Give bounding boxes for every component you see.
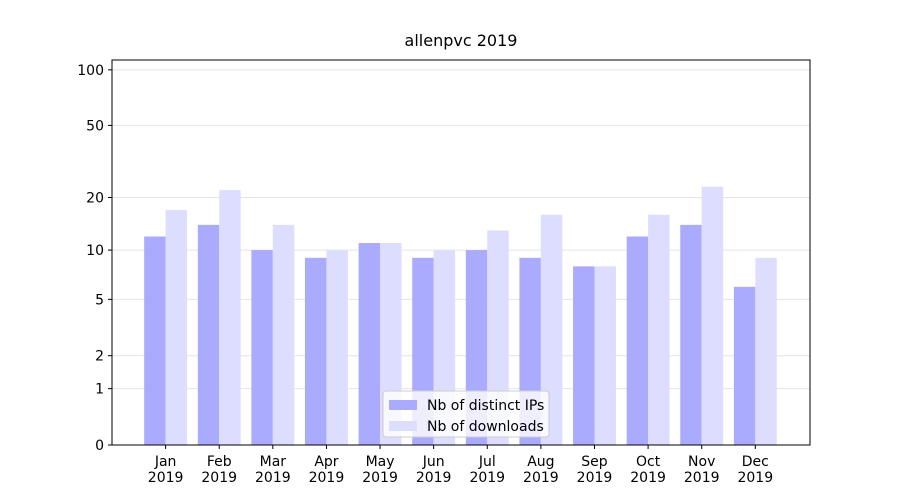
legend-swatch — [389, 421, 417, 431]
bar — [733, 286, 756, 445]
bar — [648, 214, 670, 445]
x-tick-label: Apr 2019 — [309, 454, 345, 486]
bar — [626, 236, 649, 445]
y-tick-label: 20 — [86, 191, 104, 207]
bar — [701, 186, 724, 446]
x-tick-label: Jan 2019 — [148, 454, 184, 486]
x-tick-label: Sep 2019 — [577, 454, 613, 486]
x-tick-label: May 2019 — [362, 454, 398, 486]
y-tick-label: 2 — [95, 349, 104, 365]
bar — [326, 250, 348, 445]
bar — [144, 236, 166, 445]
y-tick-label: 1 — [95, 382, 104, 398]
plot-frame — [111, 59, 811, 446]
bar — [358, 243, 381, 445]
bar — [165, 210, 188, 445]
legend-label: Nb of downloads — [427, 419, 544, 435]
y-tick-label: 100 — [77, 63, 104, 79]
x-tick-label: Aug 2019 — [523, 454, 559, 486]
x-tick-label: Dec 2019 — [737, 454, 773, 486]
legend-label: Nb of distinct IPs — [427, 398, 544, 414]
bar — [219, 190, 241, 445]
bar — [540, 214, 563, 445]
x-tick-label: Oct 2019 — [630, 454, 666, 486]
legend-box — [382, 390, 550, 438]
bar — [594, 266, 616, 445]
x-tick-label: Jul 2019 — [469, 454, 505, 486]
legend: Nb of distinct IPs Nb of downloads — [382, 390, 550, 438]
x-tick-label: Nov 2019 — [684, 454, 720, 486]
bar — [251, 250, 273, 445]
bar — [197, 224, 220, 445]
x-tick-label: Mar 2019 — [255, 454, 291, 486]
x-tick-label: Jun 2019 — [416, 454, 452, 486]
x-tick-label: Feb 2019 — [201, 454, 237, 486]
bar — [573, 266, 595, 445]
bar — [272, 224, 295, 445]
bar — [755, 257, 777, 445]
chart-title: allenpvc 2019 — [405, 31, 518, 50]
bar — [680, 224, 702, 445]
y-tick-label: 50 — [86, 118, 104, 134]
y-tick-label: 10 — [86, 243, 104, 259]
legend-swatch — [389, 400, 417, 410]
y-tick-label: 0 — [95, 438, 104, 454]
y-tick-label: 5 — [95, 292, 104, 308]
bar — [304, 257, 327, 445]
